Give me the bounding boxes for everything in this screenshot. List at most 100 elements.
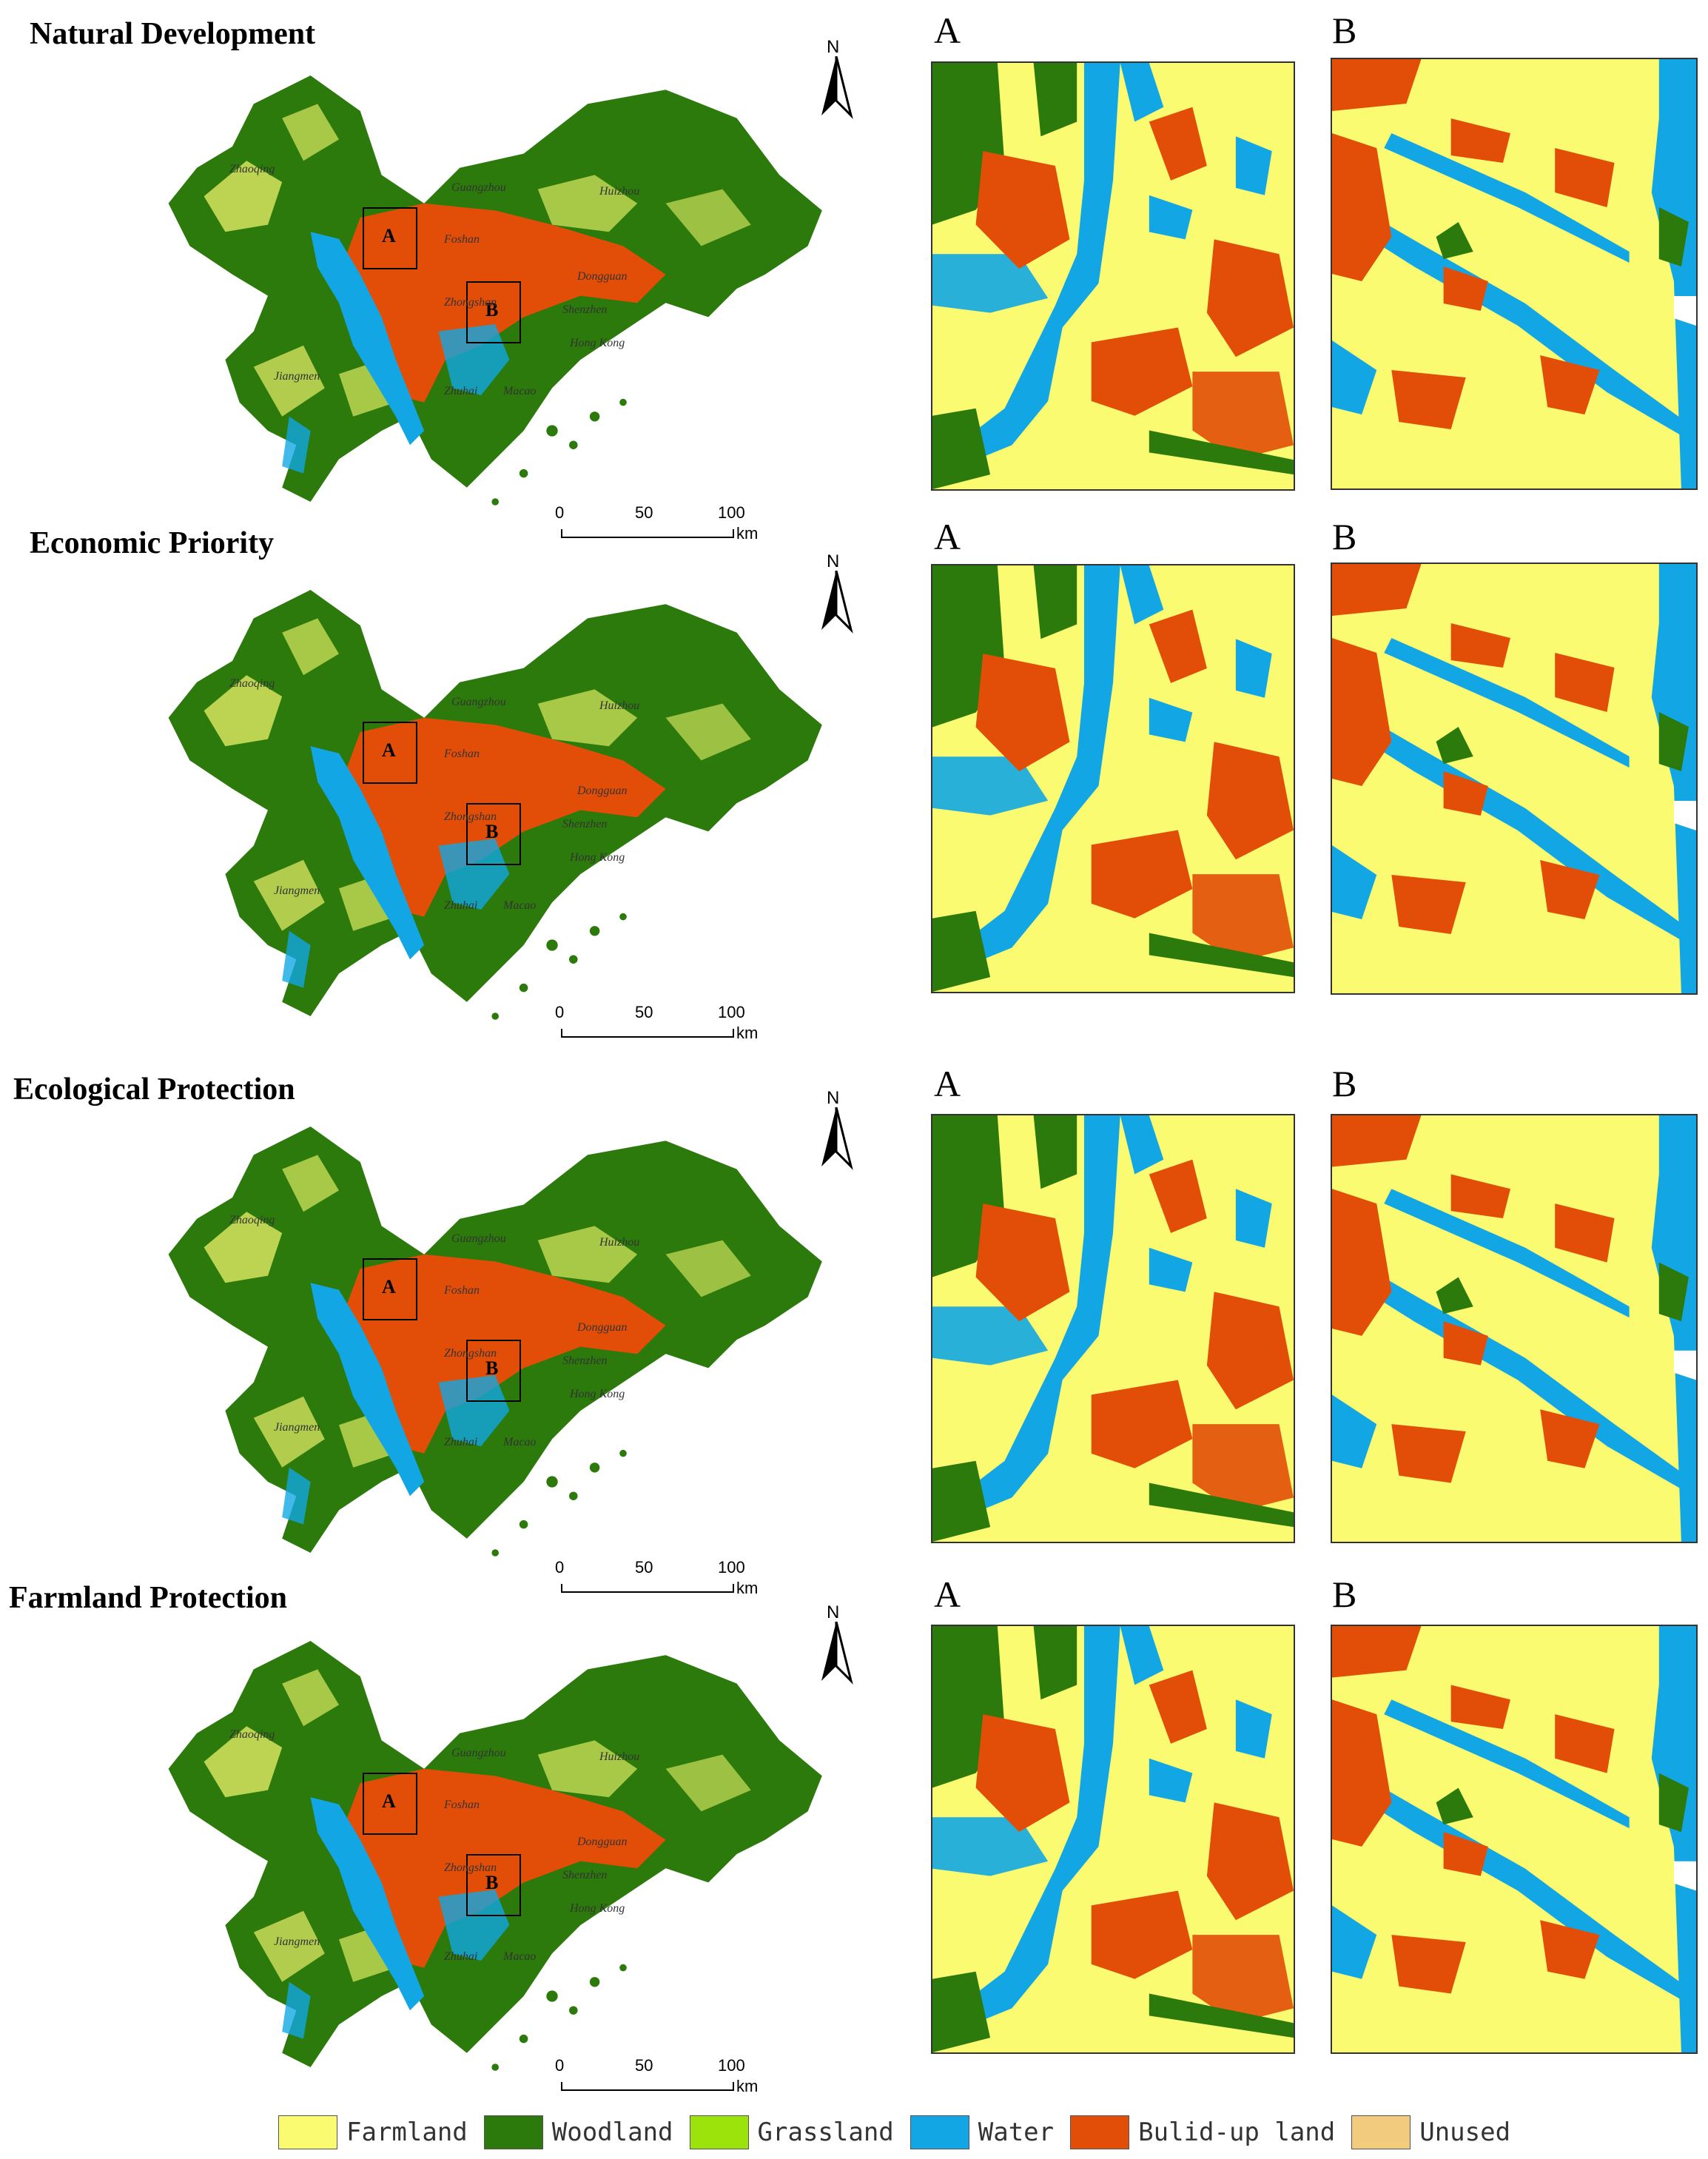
- region-map: A B: [126, 574, 836, 1033]
- city-label: Shenzhen: [562, 818, 608, 830]
- map-box-a: A: [363, 1773, 417, 1835]
- city-label: Guangzhou: [451, 1232, 506, 1245]
- city-label: Jiangmen: [274, 370, 320, 383]
- region-map: A B: [126, 1625, 836, 2084]
- legend-item-unused: Unused: [1351, 2115, 1510, 2149]
- city-label: Macao: [503, 1950, 537, 1963]
- legend-swatch: [689, 2115, 749, 2149]
- city-label: Zhongshan: [444, 296, 497, 309]
- legend-swatch: [278, 2115, 337, 2149]
- map-box-b: B: [466, 1340, 521, 1402]
- map-box-a: A: [363, 722, 417, 784]
- inset-b-label: B: [1332, 516, 1357, 557]
- city-label: Huizhou: [599, 699, 640, 712]
- region-map: A B: [126, 59, 836, 518]
- city-label: Guangzhou: [451, 696, 506, 708]
- city-label: Zhuhai: [444, 899, 478, 912]
- inset-a-label: A: [934, 1063, 961, 1104]
- north-label: N: [827, 37, 840, 57]
- north-arrow-icon: N: [810, 37, 862, 126]
- city-label: Guangzhou: [451, 1747, 506, 1759]
- map-box-b: B: [466, 281, 521, 343]
- city-label: Macao: [503, 385, 537, 397]
- city-label: Hong Kong: [570, 851, 625, 864]
- legend-swatch: [910, 2115, 969, 2149]
- legend-label: Bulid-up land: [1138, 2118, 1336, 2147]
- panel-title: Natural Development: [30, 17, 316, 51]
- legend-swatch: [1070, 2115, 1130, 2149]
- inset-a-map: [931, 1625, 1295, 2054]
- city-label: Foshan: [444, 1799, 480, 1811]
- inset-a-label: A: [934, 516, 961, 557]
- legend-item-farmland: Farmland: [278, 2115, 468, 2149]
- city-label: Shenzhen: [562, 1354, 608, 1367]
- city-label: Macao: [503, 1436, 537, 1448]
- city-label: Huizhou: [599, 185, 640, 198]
- panel-title: Farmland Protection: [9, 1581, 287, 1615]
- city-label: Dongguan: [577, 785, 628, 797]
- inset-b-map: [1331, 58, 1698, 490]
- scale-bar: 0 50 100 km: [555, 503, 759, 543]
- city-label: Huizhou: [599, 1236, 640, 1249]
- city-label: Foshan: [444, 748, 480, 760]
- city-label: Shenzhen: [562, 303, 608, 316]
- city-label: Macao: [503, 899, 537, 912]
- inset-b-map: [1331, 1114, 1698, 1543]
- inset-a-label: A: [934, 10, 961, 51]
- legend-swatch: [1351, 2115, 1411, 2149]
- city-label: Hong Kong: [570, 1388, 625, 1400]
- north-arrow-icon: N: [810, 1088, 862, 1177]
- legend-item-builtup: Bulid-up land: [1070, 2115, 1335, 2149]
- city-label: Huizhou: [599, 1750, 640, 1763]
- panel-title: Ecological Protection: [13, 1072, 295, 1107]
- city-label: Zhaoqing: [229, 1728, 275, 1741]
- city-label: Dongguan: [577, 1321, 628, 1334]
- city-label: Zhaoqing: [229, 1214, 275, 1226]
- city-label: Jiangmen: [274, 1421, 320, 1434]
- city-label: Zhaoqing: [229, 677, 275, 690]
- legend-label: Grassland: [757, 2118, 894, 2147]
- city-label: Hong Kong: [570, 337, 625, 349]
- city-label: Jiangmen: [274, 1935, 320, 1948]
- inset-b-map: [1331, 1625, 1698, 2054]
- city-label: Shenzhen: [562, 1869, 608, 1881]
- legend: Farmland Woodland Grassland Water Bulid-…: [278, 2111, 1536, 2154]
- city-label: Zhuhai: [444, 1950, 478, 1963]
- north-arrow-icon: N: [810, 551, 862, 640]
- city-label: Zhongshan: [444, 1861, 497, 1874]
- legend-swatch: [483, 2115, 543, 2149]
- legend-label: Water: [978, 2118, 1055, 2147]
- city-label: Zhongshan: [444, 810, 497, 823]
- city-label: Foshan: [444, 233, 480, 246]
- inset-a-map: [931, 1114, 1295, 1543]
- city-label: Dongguan: [577, 270, 628, 283]
- city-label: Hong Kong: [570, 1902, 625, 1915]
- map-box-a: A: [363, 207, 417, 269]
- panel-title: Economic Priority: [30, 526, 275, 560]
- inset-b-label: B: [1332, 1063, 1357, 1104]
- inset-a-label: A: [934, 1574, 961, 1615]
- inset-b-label: B: [1332, 10, 1357, 51]
- inset-b-label: B: [1332, 1574, 1357, 1615]
- scale-bar: 0 50 100 km: [555, 1558, 759, 1597]
- city-label: Guangzhou: [451, 181, 506, 194]
- city-label: Zhuhai: [444, 1436, 478, 1448]
- city-label: Foshan: [444, 1284, 480, 1297]
- map-box-a-label: A: [382, 225, 396, 246]
- region-map: A B: [126, 1110, 836, 1569]
- legend-label: Unused: [1419, 2118, 1511, 2147]
- city-label: Zhuhai: [444, 385, 478, 397]
- legend-item-grassland: Grassland: [689, 2115, 894, 2149]
- legend-label: Woodland: [551, 2118, 673, 2147]
- city-label: Jiangmen: [274, 884, 320, 897]
- map-box-a: A: [363, 1258, 417, 1320]
- scale-bar: 0 50 100 km: [555, 1003, 759, 1042]
- map-box-b-label: B: [485, 299, 499, 320]
- scale-bar: 0 50 100 km: [555, 2056, 759, 2095]
- map-box-b: B: [466, 803, 521, 865]
- legend-item-woodland: Woodland: [483, 2115, 673, 2149]
- inset-b-map: [1331, 563, 1698, 995]
- city-label: Dongguan: [577, 1836, 628, 1848]
- legend-label: Farmland: [346, 2118, 468, 2147]
- city-label: Zhongshan: [444, 1347, 497, 1360]
